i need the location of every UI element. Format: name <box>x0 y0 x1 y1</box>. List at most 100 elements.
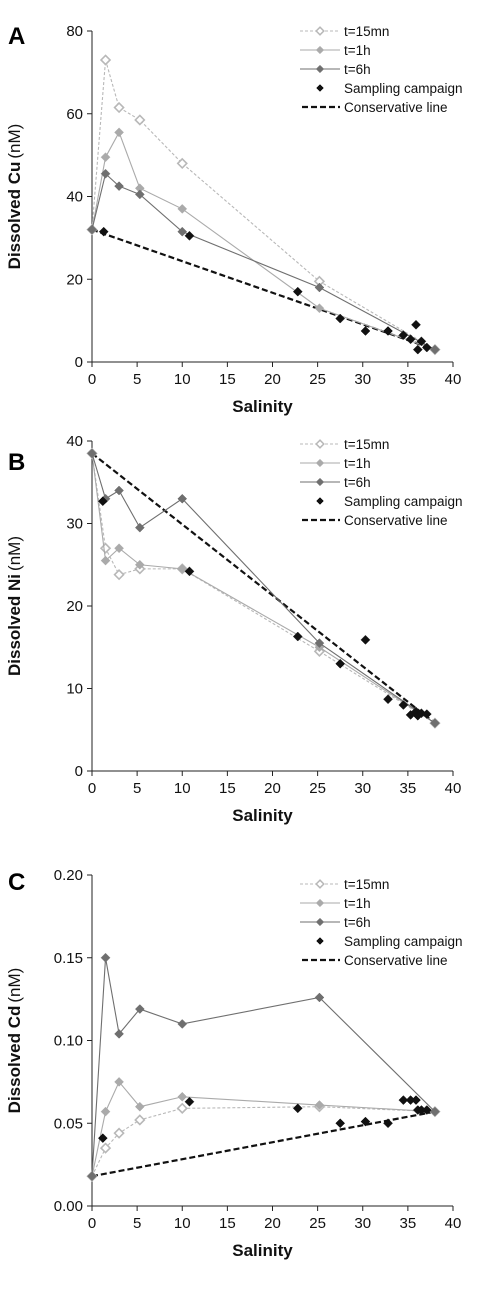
chart-panel-c: C 0 5 10 15 20 25 30 35 40 0.00 0.05 0.10 0.15 0.20 Sal… <box>5 867 463 1260</box>
data-point <box>113 1127 125 1139</box>
sampling-point <box>398 330 409 340</box>
data-point <box>113 101 125 114</box>
y-tick-label: 0.00 <box>54 1198 83 1215</box>
legend-label: Sampling campaign <box>344 494 463 509</box>
series-t-1h <box>87 127 440 355</box>
legend-item: t=6h <box>300 62 371 77</box>
y-tick-label: 60 <box>66 106 83 123</box>
y-axis-title: Dissolved Cu (nM) <box>5 124 24 270</box>
data-point <box>99 1142 112 1154</box>
x-tick-label: 20 <box>264 371 281 388</box>
legend-label: Conservative line <box>344 953 448 968</box>
legend: t=15mn t=1h t=6h Sampling campaign Conservat… <box>300 24 463 115</box>
legend-swatch <box>316 937 324 945</box>
conservative-line <box>91 1110 436 1178</box>
data-point <box>87 1171 97 1182</box>
legend-label: t=6h <box>344 475 371 490</box>
data-point <box>114 543 124 554</box>
data-point <box>114 485 124 496</box>
legend-label: t=15mn <box>344 24 389 39</box>
data-point <box>114 1077 124 1087</box>
data-point <box>177 1019 188 1029</box>
series-t-6h <box>87 952 440 1182</box>
legend-swatch <box>315 439 325 449</box>
data-point <box>100 952 111 963</box>
legend: t=15mn t=1h t=6h Sampling campaign Conservat… <box>300 437 463 528</box>
legend-item: t=1h <box>300 456 371 471</box>
data-point <box>314 1100 325 1110</box>
data-point <box>87 448 97 459</box>
data-point <box>134 114 146 126</box>
x-tick-label: 15 <box>219 1215 236 1232</box>
x-tick-label: 35 <box>400 780 417 797</box>
x-tick-label: 35 <box>400 371 417 388</box>
legend-swatch <box>315 45 325 55</box>
x-tick-label: 40 <box>445 1215 462 1232</box>
sampling-point <box>416 336 427 347</box>
y-tick-label: 40 <box>66 189 83 206</box>
legend-label: Conservative line <box>344 513 448 528</box>
legend-item: t=1h <box>300 43 371 58</box>
series-line <box>91 1106 435 1177</box>
panel-letter: B <box>8 449 25 476</box>
legend-label: t=15mn <box>344 437 389 452</box>
data-point <box>430 344 440 355</box>
x-axis-title: Salinity <box>232 1241 293 1260</box>
y-axis-title: Dissolved Cd (nM) <box>5 968 24 1114</box>
y-tick-label: 10 <box>66 681 83 698</box>
sampling-point <box>292 631 303 642</box>
legend-swatch <box>315 458 325 468</box>
legend-item: t=6h <box>300 915 371 930</box>
y-axis-title-name: Dissolved Cu <box>5 162 24 270</box>
data-point <box>314 638 325 648</box>
legend-swatch <box>315 64 325 74</box>
y-tick-label: 0 <box>75 354 83 371</box>
sampling-point <box>97 1133 108 1143</box>
legend-swatch <box>316 84 324 92</box>
y-tick-label: 0.10 <box>54 1033 83 1050</box>
y-tick-label: 80 <box>66 23 83 40</box>
legend-label: Sampling campaign <box>344 81 463 96</box>
data-point <box>430 1106 440 1117</box>
legend-item: Conservative line <box>302 513 448 528</box>
data-point <box>134 559 145 570</box>
x-tick-label: 5 <box>133 371 141 388</box>
data-point <box>99 542 112 554</box>
x-tick-label: 0 <box>88 1215 96 1232</box>
data-point <box>314 992 325 1003</box>
data-point <box>114 127 124 138</box>
x-tick-label: 35 <box>400 1215 417 1232</box>
sampling-point <box>98 226 109 237</box>
legend-item: Sampling campaign <box>316 81 463 96</box>
y-axis-title-name: Dissolved Cd <box>5 1006 24 1114</box>
conservative-line <box>91 452 436 725</box>
legend-label: t=1h <box>344 43 371 58</box>
y-tick-label: 20 <box>66 271 83 288</box>
legend-item: t=1h <box>300 896 371 911</box>
x-tick-label: 25 <box>309 371 326 388</box>
sampling-point <box>383 326 393 336</box>
sampling-point <box>97 496 108 507</box>
legend-item: t=15mn <box>300 437 389 452</box>
data-point <box>430 718 440 729</box>
data-point <box>100 1106 111 1117</box>
sampling-point <box>405 334 416 345</box>
panel-letter: A <box>8 23 25 50</box>
y-axis-title-name: Dissolved Ni <box>5 574 24 676</box>
series-sampling-campaign <box>98 226 432 355</box>
series-line <box>91 172 436 351</box>
x-tick-label: 15 <box>219 780 236 797</box>
data-point <box>134 189 145 200</box>
legend-label: t=6h <box>344 62 371 77</box>
data-point <box>176 1102 188 1114</box>
legend-label: t=15mn <box>344 877 389 892</box>
y-axis-title-unit: (nM) <box>5 968 24 1003</box>
series-t-1h <box>87 1077 440 1182</box>
data-point <box>100 152 111 163</box>
sampling-point <box>383 694 393 705</box>
data-point <box>177 493 188 504</box>
data-point <box>314 282 325 293</box>
series-line <box>91 1080 435 1177</box>
sampling-point <box>335 1118 346 1129</box>
x-tick-label: 10 <box>174 780 191 797</box>
